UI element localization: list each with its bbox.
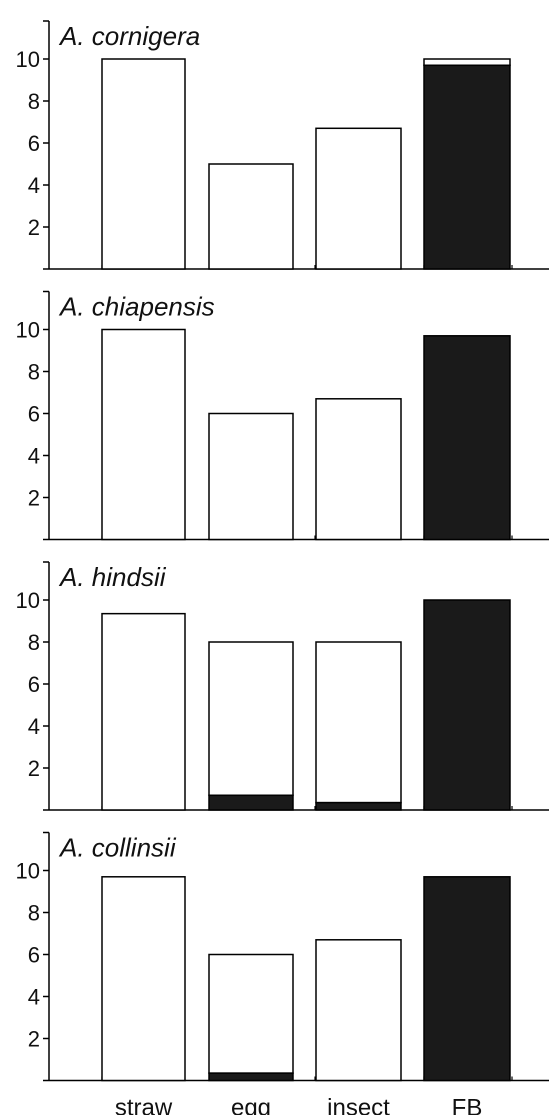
bar-open-segment	[208, 412, 294, 541]
y-tick-label: 4	[28, 173, 40, 198]
category-label: straw	[115, 1095, 173, 1115]
x-axis-labels: straw egg insect FB	[115, 1095, 483, 1115]
bar-open-segment	[315, 641, 402, 804]
panel-title: A. hindsii	[58, 562, 167, 592]
chart-panel: 2 4 6 8 10 A. collinsii	[16, 831, 549, 1082]
y-tick-label: 4	[28, 714, 40, 739]
category-label: insect	[327, 1095, 390, 1115]
y-tick-label: 10	[16, 47, 40, 72]
bar-filled-segment	[315, 801, 402, 811]
y-tick-label: 6	[28, 672, 40, 697]
y-tick-label: 6	[28, 943, 40, 968]
category-label: egg	[231, 1095, 271, 1115]
bar-filled-segment	[423, 64, 511, 270]
y-tick-label: 8	[28, 89, 40, 114]
y-tick-label: 6	[28, 402, 40, 427]
y-tick-label: 2	[28, 215, 40, 240]
bar-filled-segment	[423, 335, 511, 541]
bar-open-segment	[101, 876, 186, 1082]
y-tick-label: 6	[28, 131, 40, 156]
bar-open-segment	[208, 163, 294, 270]
bar-filled-segment	[208, 1072, 294, 1082]
bar-filled-segment	[423, 876, 511, 1082]
y-tick-label: 10	[16, 859, 40, 884]
bar-open-segment	[101, 612, 186, 811]
y-tick-label: 10	[16, 318, 40, 343]
bar-open-segment	[101, 58, 186, 270]
bar-open-segment	[208, 953, 294, 1074]
panel-title: A. collinsii	[58, 833, 177, 863]
bar-open-segment	[315, 398, 402, 541]
y-tick-label: 2	[28, 486, 40, 511]
y-tick-label: 8	[28, 360, 40, 385]
chart-panel: 2 4 6 8 10 A. chiapensis	[16, 290, 549, 541]
panel-title: A. chiapensis	[58, 292, 215, 322]
bar-open-segment	[315, 939, 402, 1082]
panel-title: A. cornigera	[58, 21, 200, 51]
y-tick-label: 4	[28, 444, 40, 469]
bar-filled-segment	[208, 794, 294, 811]
y-tick-label: 8	[28, 901, 40, 926]
bar-filled-segment	[423, 599, 511, 811]
y-tick-label: 2	[28, 1027, 40, 1052]
bar-open-segment	[315, 127, 402, 270]
y-tick-label: 8	[28, 630, 40, 655]
chart-panel: 2 4 6 8 10 A. cornigera	[16, 20, 549, 270]
chart-panel: 2 4 6 8 10 A. hindsii	[16, 561, 549, 811]
y-tick-label: 2	[28, 756, 40, 781]
y-tick-label: 10	[16, 588, 40, 613]
bar-open-segment	[208, 641, 294, 797]
bar-open-segment	[423, 58, 511, 67]
category-label: FB	[452, 1095, 483, 1115]
y-tick-label: 4	[28, 985, 40, 1010]
bar-open-segment	[101, 328, 186, 541]
